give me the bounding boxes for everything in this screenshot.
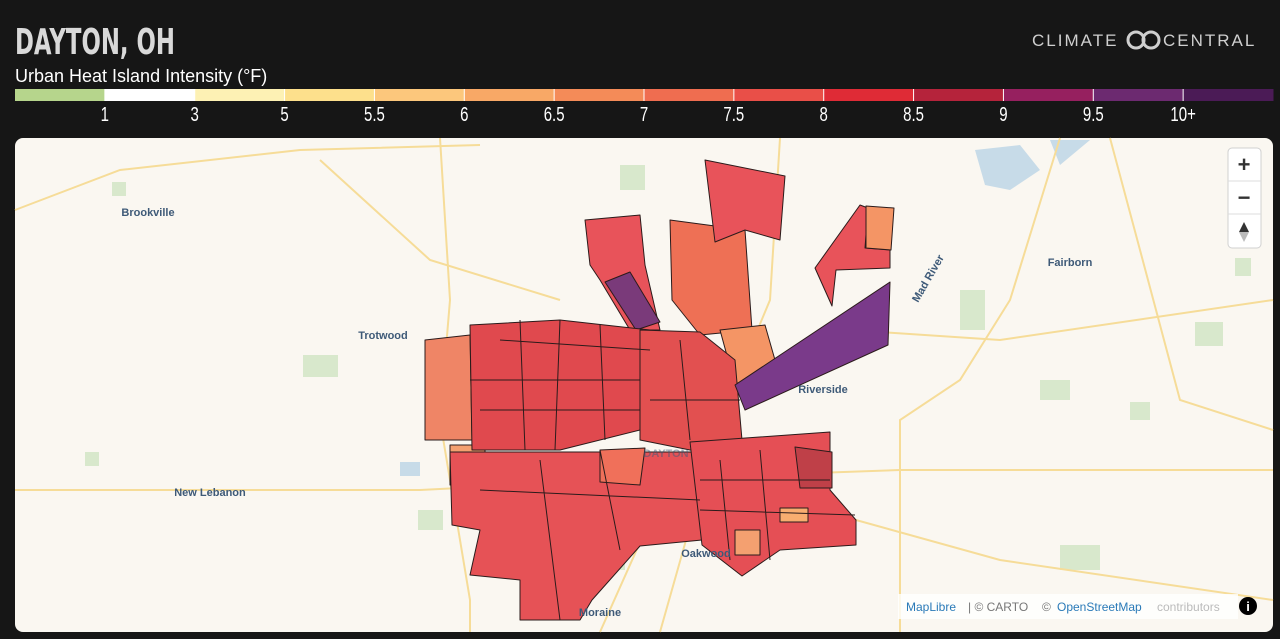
legend-swatch <box>554 89 645 101</box>
title: DAYTON, OH <box>15 22 175 63</box>
zoom-in[interactable]: + <box>1238 152 1251 177</box>
legend-swatch <box>913 89 1004 101</box>
legend-swatch <box>1093 89 1184 101</box>
attribution-link[interactable]: MapLibre <box>906 600 956 614</box>
place-label: DAYTON <box>643 448 688 460</box>
legend-label: 6 <box>460 103 468 126</box>
place-label: Oakwood <box>681 548 731 560</box>
legend-swatch <box>284 89 375 101</box>
zoom-out[interactable]: − <box>1238 185 1251 210</box>
attribution-text: | © CARTO <box>968 600 1028 614</box>
legend-swatch <box>644 89 735 101</box>
attribution-link[interactable]: OpenStreetMap <box>1057 600 1142 614</box>
place-label: Moraine <box>579 607 621 619</box>
legend-label: 8 <box>820 103 828 126</box>
legend-swatch <box>464 89 555 101</box>
legend-swatch <box>194 89 286 101</box>
legend-swatch <box>374 89 465 101</box>
legend-label: 3 <box>191 103 199 126</box>
map: Brookville Trotwood Fairborn Riverside N… <box>14 137 1274 633</box>
legend-swatch <box>1003 89 1094 101</box>
place-label: Brookville <box>121 207 174 219</box>
logo-text: CENTRAL <box>1163 31 1256 50</box>
legend-label: 8.5 <box>903 103 924 126</box>
water <box>400 140 1090 476</box>
districts <box>424 159 895 621</box>
control-box <box>1227 147 1262 249</box>
legend-label: 9.5 <box>1083 103 1104 126</box>
info-icon: i <box>1246 599 1250 614</box>
legend-swatch <box>1183 89 1274 101</box>
legend-swatch <box>104 89 196 101</box>
place-label: Trotwood <box>358 330 408 342</box>
legend-label: 6.5 <box>544 103 565 126</box>
legend: 1 3 5 5.5 6 6.5 7 7.5 8 8.5 9 9.5 10+ <box>15 89 1274 126</box>
legend-label: 9 <box>999 103 1007 126</box>
compass[interactable] <box>1239 232 1249 242</box>
subtitle: Urban Heat Island Intensity (°F) <box>15 66 267 86</box>
legend-label: 5.5 <box>364 103 385 126</box>
place-label: Fairborn <box>1048 257 1093 269</box>
legend-label: 10+ <box>1170 103 1195 126</box>
legend-swatch <box>15 89 106 101</box>
attribution-text: contributors <box>1157 600 1220 614</box>
logo-icon <box>1126 30 1161 50</box>
legend-label: 5 <box>280 103 288 126</box>
attribution-box <box>898 594 1238 619</box>
legend-swatch <box>733 89 825 101</box>
legend-label: 1 <box>101 103 109 126</box>
legend-swatch <box>823 89 915 101</box>
legend-label: 7.5 <box>723 103 744 126</box>
logo-text: CLIMATE <box>1032 31 1118 50</box>
compass[interactable] <box>1239 222 1249 232</box>
place-label: New Lebanon <box>174 487 246 499</box>
legend-label: 7 <box>640 103 648 126</box>
place-label: Riverside <box>798 384 848 396</box>
zoom-controls: + − <box>1227 147 1262 249</box>
info-button[interactable] <box>1239 597 1257 615</box>
attribution-text: © <box>1042 600 1051 614</box>
